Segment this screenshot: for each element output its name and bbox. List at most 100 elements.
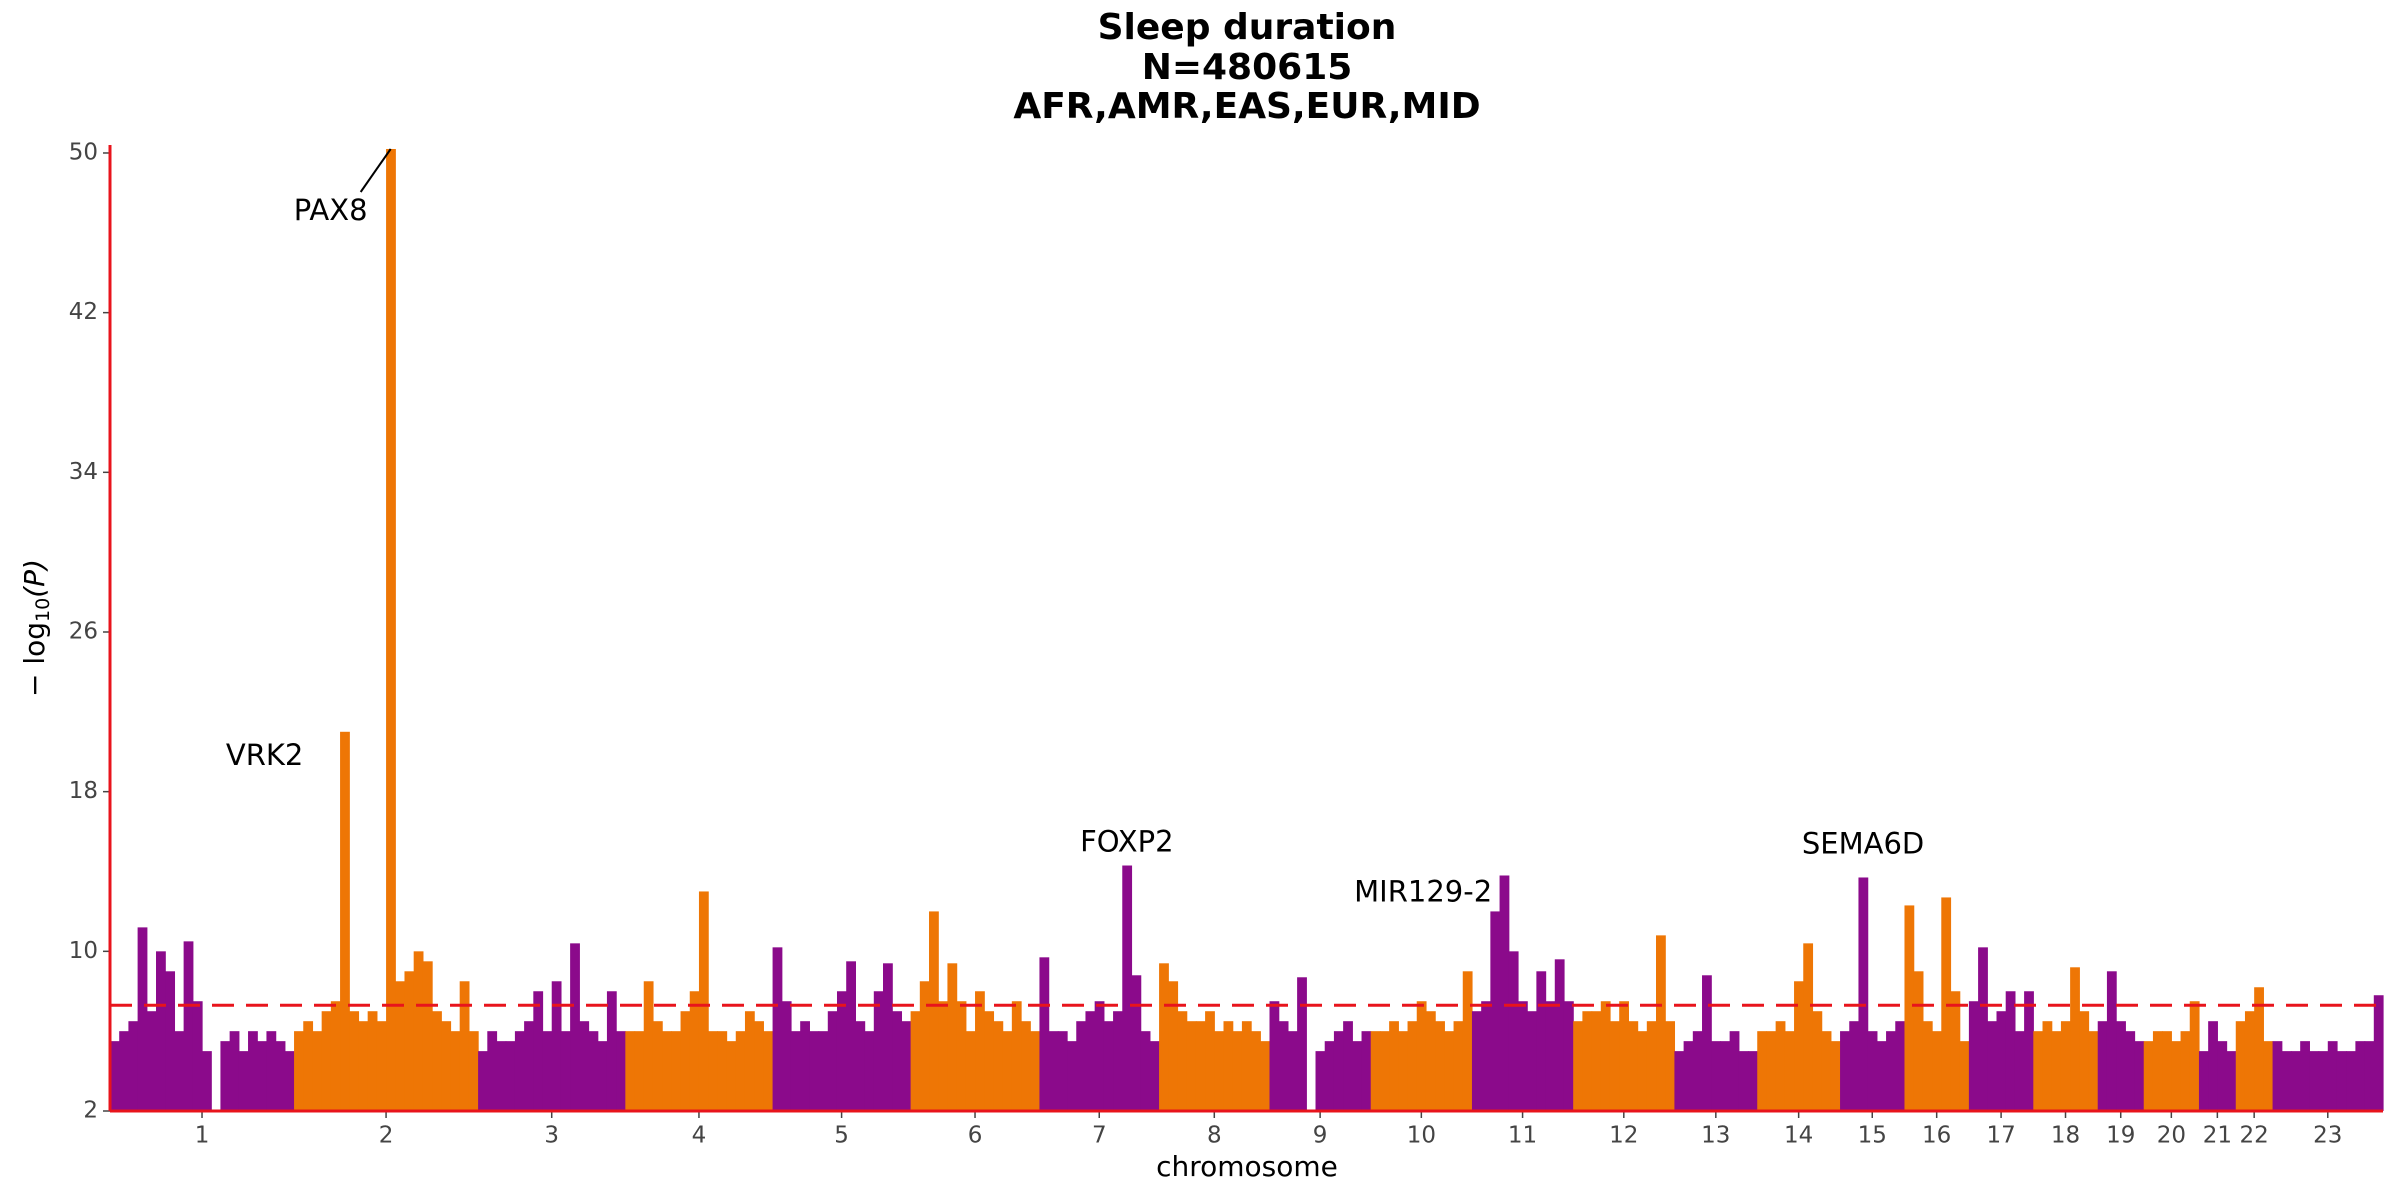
snp-column [2171, 1041, 2182, 1111]
snp-column [919, 981, 930, 1111]
snp-column [514, 1031, 525, 1111]
snp-column [128, 1021, 139, 1111]
snp-column [1692, 1031, 1703, 1111]
snp-column [625, 1031, 636, 1111]
snp-column [643, 981, 654, 1111]
snp-column [2143, 1041, 2154, 1111]
snp-column [1149, 1041, 1160, 1111]
snp-column [1527, 1011, 1537, 1111]
snp-column [1159, 963, 1169, 1111]
snp-column [1775, 1021, 1786, 1111]
snp-column [1297, 977, 1307, 1111]
snp-column [1241, 1021, 1252, 1111]
snp-column [2189, 1001, 2200, 1111]
snp-column [1628, 1021, 1639, 1111]
snp-column [1821, 1031, 1832, 1111]
snp-column [2033, 1031, 2044, 1111]
snp-column [2355, 1041, 2366, 1111]
snp-column [1904, 905, 1915, 1111]
snp-column [2217, 1041, 2228, 1111]
snp-column [376, 1021, 387, 1111]
snp-column [1122, 865, 1133, 1111]
snp-column [744, 1011, 755, 1111]
snp-column [1103, 1021, 1114, 1111]
snp-column [524, 1021, 534, 1111]
snp-column [1656, 935, 1666, 1111]
x-tick-label: 3 [544, 1123, 559, 1149]
snp-column [1637, 1031, 1648, 1111]
snp-column [2134, 1041, 2145, 1111]
x-tick-label: 7 [1092, 1123, 1107, 1149]
snp-column [1619, 1001, 1630, 1111]
snp-column [772, 947, 783, 1111]
y-axis-title-part: (P) [18, 559, 51, 598]
snp-column [395, 981, 406, 1111]
x-tick-label: 6 [968, 1123, 983, 1149]
snp-column [606, 991, 617, 1111]
snp-column [1260, 1041, 1271, 1111]
snp-column [312, 1031, 323, 1111]
snp-column [1278, 1021, 1289, 1111]
snp-column [597, 1041, 608, 1111]
snp-column [1913, 971, 1924, 1111]
snp-column [2290, 1051, 2301, 1111]
snp-column [156, 951, 166, 1111]
snp-column [938, 1001, 949, 1111]
snp-column [1462, 971, 1473, 1111]
snp-column [1370, 1031, 1381, 1111]
snp-column [2070, 967, 2080, 1111]
annotation-leader [359, 148, 392, 193]
snp-column [505, 1041, 516, 1111]
snp-column [2097, 1021, 2108, 1111]
snp-column [1490, 911, 1501, 1111]
snp-column [2162, 1031, 2172, 1111]
y-tick-label: 2 [83, 1098, 98, 1124]
snp-column [2327, 1041, 2338, 1111]
snp-column [1223, 1021, 1234, 1111]
snp-column [2125, 1031, 2136, 1111]
snp-column [1702, 975, 1712, 1111]
snp-column [1324, 1041, 1335, 1111]
snp-column [257, 1041, 268, 1111]
x-axis-title: chromosome [1156, 1150, 1338, 1183]
snp-column [146, 1011, 157, 1111]
chart-subtitle: N=480615 [1142, 47, 1353, 88]
x-tick-label: 17 [1986, 1123, 2015, 1149]
x-tick-label: 9 [1313, 1123, 1328, 1149]
snp-column [873, 991, 884, 1111]
snp-column [836, 991, 847, 1111]
snp-column [1113, 1011, 1123, 1111]
snp-column [827, 1011, 838, 1111]
snp-column [2300, 1041, 2310, 1111]
snp-column [137, 927, 148, 1111]
snp-column [275, 1041, 286, 1111]
x-tick-label: 19 [2106, 1123, 2135, 1149]
snp-column [2346, 1051, 2356, 1111]
snp-column [2364, 1041, 2375, 1111]
snp-column [248, 1031, 258, 1111]
snp-column [321, 1011, 332, 1111]
snp-column [1600, 1001, 1611, 1111]
snp-column [763, 1031, 774, 1111]
snp-column [2180, 1031, 2191, 1111]
snp-column [818, 1031, 829, 1111]
snp-column [2079, 1011, 2090, 1111]
snp-column [708, 1031, 718, 1111]
snp-column [1729, 1031, 1740, 1111]
snp-column [1471, 1011, 1482, 1111]
snp-column [671, 1031, 682, 1111]
snp-column [1195, 1021, 1206, 1111]
snp-column [119, 1031, 130, 1111]
snp-column [2263, 1041, 2274, 1111]
snp-column [174, 1031, 185, 1111]
y-axis-title-part: − log [18, 622, 51, 697]
snp-column [404, 971, 415, 1111]
snp-column [349, 1011, 360, 1111]
snp-column [1766, 1031, 1777, 1111]
snp-column [1674, 1051, 1685, 1111]
snp-column [110, 1041, 120, 1111]
snp-column [2198, 1051, 2209, 1111]
snp-column [846, 961, 856, 1111]
snp-column [790, 1031, 801, 1111]
snp-column [717, 1031, 728, 1111]
